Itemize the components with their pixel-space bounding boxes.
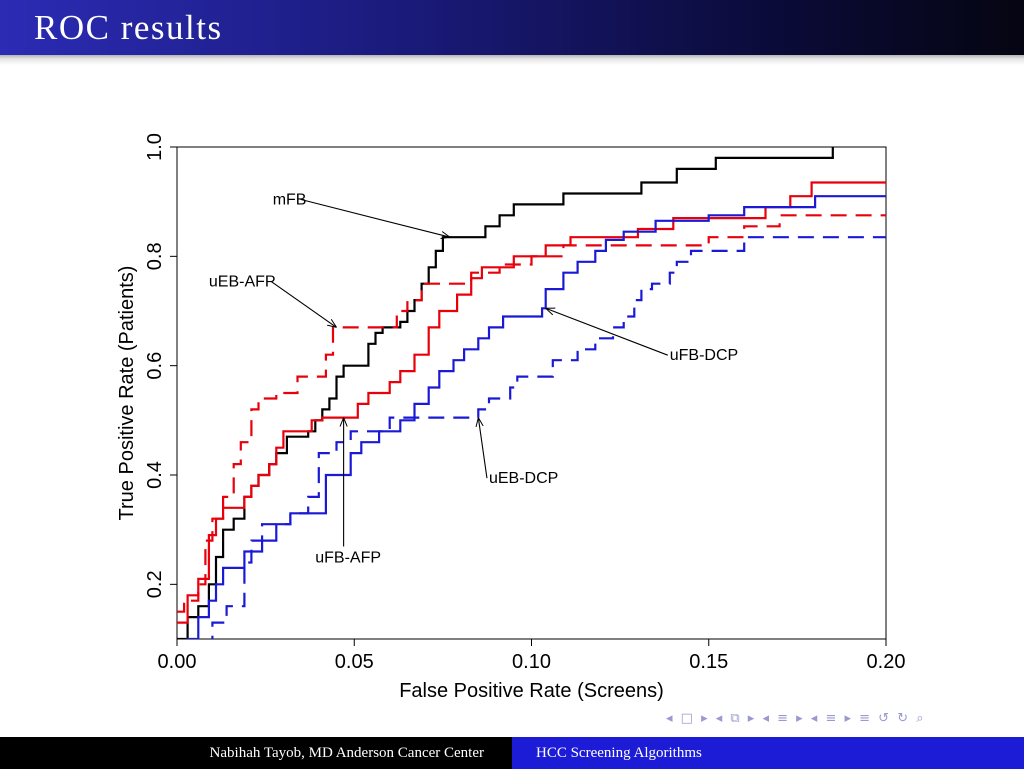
series-line-mfb xyxy=(177,147,834,639)
series-arrow-mfb xyxy=(300,198,450,237)
x-tick-label: 0.10 xyxy=(512,651,551,673)
y-tick-label: 0.2 xyxy=(144,570,166,598)
series-label-ufb-dcp: uFB-DCP xyxy=(670,347,738,364)
series-label-ueb-afp: uEB-AFP xyxy=(209,273,276,290)
chart-annotations: mFB uEB-AFP uFB-AFP uFB-DCP uEB-DCP xyxy=(209,191,738,566)
series-label-ufb-afp: uFB-AFP xyxy=(315,549,381,566)
y-tick-label: 0.4 xyxy=(144,461,166,489)
series-label-ueb-dcp: uEB-DCP xyxy=(489,470,558,487)
series-label-mfb: mFB xyxy=(273,191,307,208)
slide-title: ROC results xyxy=(34,8,223,47)
series-line-ufb-dcp xyxy=(186,195,886,639)
y-axis-label: True Positive Rate (Patients) xyxy=(116,266,138,521)
series-arrow-ueb-afp xyxy=(270,280,336,327)
footer-author: Nabihah Tayob, MD Anderson Cancer Center xyxy=(0,737,512,769)
roc-chart: 0.00 0.05 0.10 0.15 0.20 0.2 0.4 0.6 0.8 1.0 False… xyxy=(116,133,905,702)
y-tick-label: 1.0 xyxy=(144,133,166,161)
series-line-ueb-afp xyxy=(177,214,886,613)
y-tick-label: 0.8 xyxy=(144,242,166,270)
chart-series xyxy=(177,147,886,639)
footer-short-title: HCC Screening Algorithms xyxy=(512,737,1024,769)
series-line-ufb-afp xyxy=(177,181,886,624)
slide-footer: Nabihah Tayob, MD Anderson Cancer Center… xyxy=(0,737,1024,769)
series-arrow-ueb-dcp xyxy=(478,418,488,479)
x-tick-label: 0.00 xyxy=(158,651,197,673)
x-axis-label: False Positive Rate (Screens) xyxy=(399,680,664,702)
y-tick-label: 0.6 xyxy=(144,352,166,380)
series-line-ueb-dcp xyxy=(211,236,886,639)
series-arrow-ufb-dcp xyxy=(546,308,668,356)
header-shadow xyxy=(0,55,1024,65)
slide-header: ROC results xyxy=(0,0,1024,55)
chart-axes: 0.00 0.05 0.10 0.15 0.20 0.2 0.4 0.6 0.8 1.0 False… xyxy=(116,133,905,702)
x-tick-label: 0.20 xyxy=(867,651,906,673)
x-tick-label: 0.05 xyxy=(335,651,374,673)
beamer-navigation-symbols[interactable]: ◂ □ ▸ ◂ ⧉ ▸ ◂ ≡ ▸ ◂ ≡ ▸ ≡ ↺ ↻ ⌕ xyxy=(666,711,926,726)
x-tick-label: 0.15 xyxy=(689,651,728,673)
